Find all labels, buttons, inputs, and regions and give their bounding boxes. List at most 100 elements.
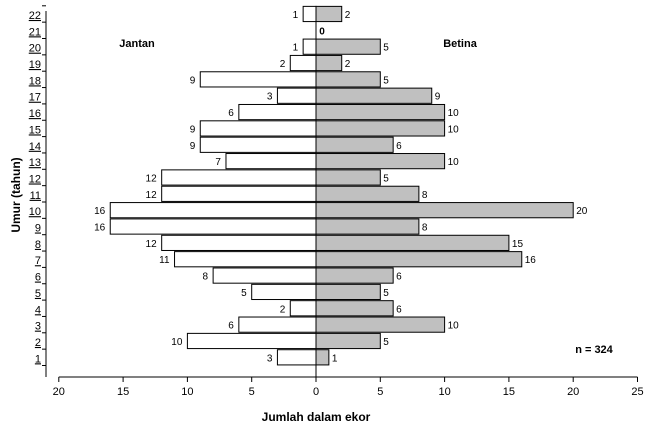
bar-jantan-age-19 — [289, 54, 317, 72]
bar-jantan-age-3 — [238, 316, 317, 333]
bar-label-betina-age-13: 10 — [448, 157, 460, 168]
bar-jantan-age-8 — [161, 234, 317, 251]
y-tick-label-14: 14 — [29, 141, 41, 153]
bar-label-jantan-age-6: 8 — [203, 272, 209, 283]
bar-betina-age-11 — [315, 185, 420, 202]
x-tick-label: 15 — [503, 386, 515, 398]
bar-label-jantan-age-11: 12 — [146, 190, 158, 201]
bar-jantan-age-6 — [212, 267, 317, 284]
y-tick-label-19: 19 — [29, 59, 41, 71]
bar-betina-age-13 — [315, 153, 446, 170]
bar-label-jantan-age-10: 16 — [94, 206, 106, 217]
bar-betina-age-9 — [315, 218, 420, 235]
y-tick-label-10: 10 — [29, 206, 41, 218]
bar-jantan-age-4 — [289, 300, 317, 317]
sample-size-annotation: n = 324 — [575, 344, 613, 356]
bar-jantan-age-7 — [174, 251, 317, 268]
bar-label-jantan-age-5: 5 — [241, 288, 247, 299]
bar-betina-age-20 — [315, 38, 381, 55]
bar-label-age-21: 0 — [319, 26, 325, 37]
x-tick-label: 5 — [377, 386, 383, 398]
bar-label-jantan-age-19: 2 — [280, 59, 286, 70]
y-axis-title: Umur (tahun) — [9, 157, 23, 232]
bar-label-jantan-age-4: 2 — [280, 304, 286, 315]
x-axis-title: Jumlah dalam ekor — [262, 410, 371, 424]
y-tick-label-7: 7 — [35, 255, 41, 267]
y-tick-label-16: 16 — [29, 108, 41, 120]
x-tick-label: 25 — [631, 386, 643, 398]
bar-label-betina-age-10: 20 — [576, 206, 588, 217]
bar-label-jantan-age-22: 1 — [293, 10, 299, 21]
bar-label-betina-age-16: 10 — [448, 108, 460, 119]
bar-label-betina-age-15: 10 — [448, 124, 460, 135]
bar-label-betina-age-18: 5 — [383, 75, 389, 86]
x-tick-label: 10 — [438, 386, 450, 398]
y-tick-label-3: 3 — [35, 321, 41, 333]
bar-label-jantan-age-18: 9 — [190, 75, 196, 86]
y-tick-label-5: 5 — [35, 288, 41, 300]
bar-jantan-age-22 — [302, 5, 317, 23]
y-tick-label-17: 17 — [29, 92, 41, 104]
bar-jantan-age-20 — [302, 38, 317, 55]
y-tick-label-18: 18 — [29, 75, 41, 87]
x-tick-label: 20 — [567, 386, 579, 398]
bar-betina-age-4 — [315, 300, 394, 317]
bar-jantan-age-13 — [225, 153, 317, 170]
bar-betina-age-8 — [315, 234, 510, 251]
y-tick-label-22: 22 — [29, 10, 41, 22]
bar-betina-age-10 — [315, 202, 574, 219]
bar-label-jantan-age-2: 10 — [171, 337, 183, 348]
bar-betina-age-6 — [315, 267, 394, 284]
bar-label-betina-age-8: 15 — [512, 239, 524, 250]
bar-jantan-age-15 — [199, 120, 317, 137]
x-tick-label: 5 — [249, 386, 255, 398]
bar-jantan-age-10 — [109, 202, 317, 219]
bar-label-betina-age-17: 9 — [435, 92, 441, 103]
bar-label-betina-age-5: 5 — [383, 288, 389, 299]
bar-label-betina-age-19: 2 — [345, 59, 351, 70]
y-tick-label-13: 13 — [29, 157, 41, 169]
bar-jantan-age-5 — [251, 283, 317, 301]
x-tick-label: 10 — [181, 386, 193, 398]
bar-betina-age-19 — [315, 54, 343, 72]
bar-betina-age-22 — [315, 5, 343, 23]
bar-betina-age-1 — [315, 349, 330, 366]
bar-label-betina-age-9: 8 — [422, 223, 428, 234]
bars-layer — [109, 5, 574, 366]
bar-betina-age-15 — [315, 120, 446, 137]
bar-label-betina-age-22: 2 — [345, 10, 351, 21]
bar-label-jantan-age-14: 9 — [190, 141, 196, 152]
bar-label-betina-age-14: 6 — [396, 141, 402, 152]
y-tick-label-9: 9 — [35, 223, 41, 235]
y-tick-label-8: 8 — [35, 239, 41, 251]
bar-jantan-age-12 — [161, 169, 317, 186]
bar-label-betina-age-3: 10 — [448, 321, 460, 332]
bar-jantan-age-11 — [161, 185, 317, 202]
bar-label-jantan-age-8: 12 — [146, 239, 158, 250]
bar-betina-age-12 — [315, 169, 381, 186]
bar-label-jantan-age-7: 11 — [159, 255, 170, 266]
bar-jantan-age-9 — [109, 218, 317, 235]
bar-jantan-age-1 — [276, 349, 317, 366]
y-tick-label-2: 2 — [35, 337, 41, 349]
bar-label-betina-age-1: 1 — [332, 353, 338, 364]
x-tick-label: 20 — [53, 386, 65, 398]
bar-label-jantan-age-9: 16 — [94, 223, 106, 234]
bar-label-betina-age-2: 5 — [383, 337, 389, 348]
y-tick-label-11: 11 — [30, 190, 41, 202]
bar-betina-age-17 — [315, 87, 433, 104]
bar-label-jantan-age-17: 3 — [267, 92, 273, 103]
bar-label-betina-age-20: 5 — [383, 43, 389, 54]
bar-jantan-age-17 — [276, 87, 317, 104]
bar-betina-age-5 — [315, 283, 381, 301]
bar-label-betina-age-12: 5 — [383, 173, 389, 184]
bar-label-jantan-age-15: 9 — [190, 124, 196, 135]
y-tick-label-15: 15 — [29, 124, 41, 136]
y-tick-label-21: 21 — [29, 26, 41, 38]
bar-betina-age-3 — [315, 316, 446, 333]
y-tick-label-6: 6 — [35, 272, 41, 284]
bar-label-jantan-age-3: 6 — [228, 321, 234, 332]
bar-label-betina-age-6: 6 — [396, 272, 402, 283]
